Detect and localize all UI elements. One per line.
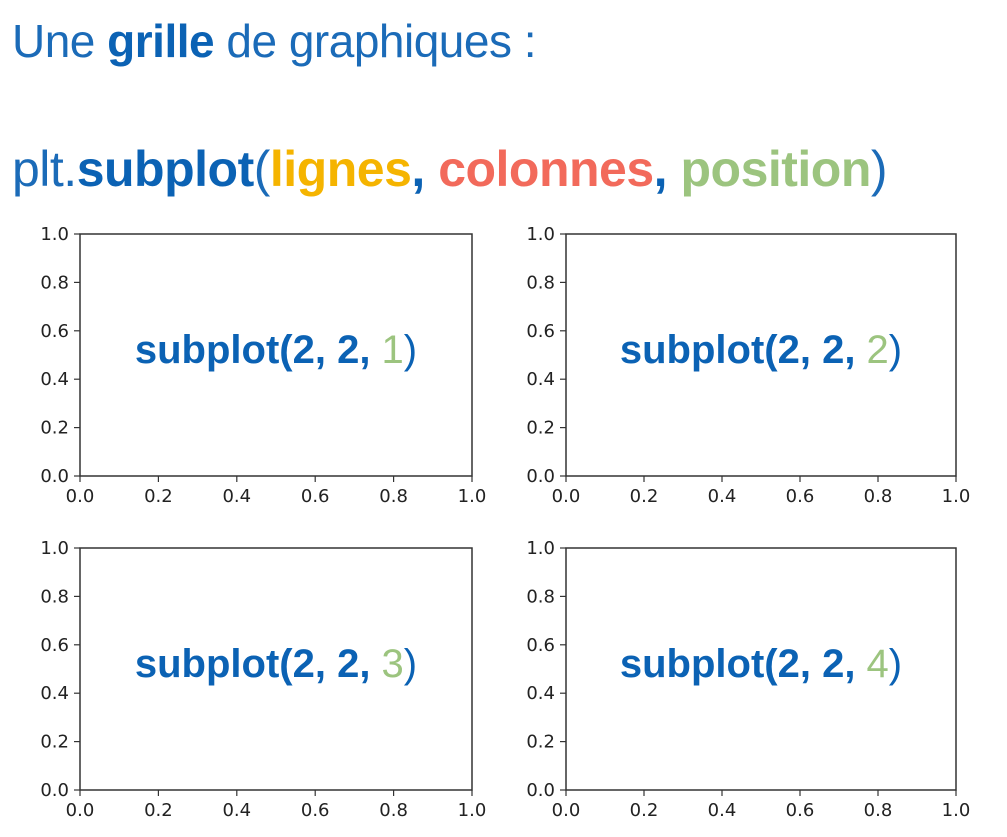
annotation-prefix: subplot(2, 2, xyxy=(620,642,867,686)
y-tick-label: 0.0 xyxy=(40,466,69,487)
y-tick-label: 0.6 xyxy=(526,635,555,656)
y-tick-label: 0.8 xyxy=(526,586,555,607)
x-tick-label: 0.6 xyxy=(786,800,815,821)
title-bold-word: grille xyxy=(107,15,215,67)
annotation-suffix: ) xyxy=(889,642,902,686)
code-arg-position: position xyxy=(680,141,871,197)
annotation-suffix: ) xyxy=(404,328,417,372)
x-tick-label: 0.4 xyxy=(222,800,251,821)
x-tick-label: 1.0 xyxy=(942,486,971,507)
x-tick-label: 0.8 xyxy=(379,486,408,507)
x-tick-label: 0.8 xyxy=(864,800,893,821)
code-open-paren: ( xyxy=(253,141,271,197)
x-tick-label: 0.4 xyxy=(708,486,737,507)
x-tick-label: 0.0 xyxy=(552,800,581,821)
subplot-syntax: plt.subplot(lignes, colonnes, position) xyxy=(12,140,888,198)
x-tick-label: 1.0 xyxy=(942,800,971,821)
annotation-position: 2 xyxy=(867,328,889,372)
x-tick-label: 0.6 xyxy=(301,486,330,507)
y-tick-label: 1.0 xyxy=(40,224,69,245)
subplot-annotation: subplot(2, 2, 1) xyxy=(135,328,417,372)
y-tick-label: 0.0 xyxy=(526,466,555,487)
subplot-4: 0.0 0.2 0.4 0.6 0.8 1.0 0.0 0.2 0.4 0.6 0.8 1.0 subp… xyxy=(526,538,970,821)
x-tick-label: 0.0 xyxy=(66,800,95,821)
annotation-position: 4 xyxy=(867,642,889,686)
y-tick-label: 0.6 xyxy=(40,635,69,656)
annotation-suffix: ) xyxy=(889,328,902,372)
subplot-2: 0.0 0.2 0.4 0.6 0.8 1.0 0.0 0.2 0.4 0.6 0.8 1.0 subp… xyxy=(526,224,970,507)
y-tick-label: 1.0 xyxy=(526,224,555,245)
code-comma-1: , xyxy=(411,141,425,197)
annotation-position: 3 xyxy=(382,642,404,686)
x-tick-label: 0.0 xyxy=(552,486,581,507)
code-prefix: plt. xyxy=(12,141,77,197)
y-tick-label: 0.2 xyxy=(40,732,69,753)
x-tick-label: 0.6 xyxy=(301,800,330,821)
x-tick-label: 0.6 xyxy=(786,486,815,507)
y-tick-label: 0.8 xyxy=(526,272,555,293)
y-tick-label: 0.0 xyxy=(40,780,69,801)
y-tick-label: 0.4 xyxy=(526,369,555,390)
y-tick-label: 0.2 xyxy=(526,732,555,753)
x-tick-label: 0.4 xyxy=(708,800,737,821)
subplot-annotation: subplot(2, 2, 2) xyxy=(620,328,902,372)
page-title: Une grille de graphiques : xyxy=(12,14,537,68)
x-tick-label: 0.2 xyxy=(144,800,173,821)
code-arg-cols: colonnes xyxy=(438,141,654,197)
y-tick-label: 1.0 xyxy=(40,538,69,559)
subplot-annotation: subplot(2, 2, 3) xyxy=(135,642,417,686)
subplot-1: 0.0 0.2 0.4 0.6 0.8 1.0 0.0 0.2 0.4 0.6 0.8 1.0 subp… xyxy=(40,224,486,507)
y-tick-label: 0.4 xyxy=(40,369,69,390)
title-text-end: de graphiques : xyxy=(214,15,537,67)
x-tick-label: 0.4 xyxy=(222,486,251,507)
code-comma-2: , xyxy=(653,141,668,197)
code-function-name: subplot xyxy=(76,141,255,197)
subplot-3: 0.0 0.2 0.4 0.6 0.8 1.0 0.0 0.2 0.4 0.6 0.8 1.0 subp… xyxy=(40,538,486,821)
code-close-paren: ) xyxy=(870,141,888,197)
y-tick-label: 1.0 xyxy=(526,538,555,559)
axes-frame xyxy=(565,547,957,791)
code-arg-rows: lignes xyxy=(269,141,412,197)
x-tick-label: 1.0 xyxy=(458,800,487,821)
x-tick-label: 0.2 xyxy=(630,800,659,821)
axes-frame xyxy=(79,547,473,791)
x-tick-label: 1.0 xyxy=(458,486,487,507)
annotation-prefix: subplot(2, 2, xyxy=(135,328,382,372)
y-tick-label: 0.8 xyxy=(40,272,69,293)
y-tick-label: 0.2 xyxy=(40,418,69,439)
y-tick-label: 0.4 xyxy=(40,683,69,704)
x-tick-label: 0.8 xyxy=(379,800,408,821)
y-tick-label: 0.6 xyxy=(40,321,69,342)
y-tick-label: 0.8 xyxy=(40,586,69,607)
x-tick-label: 0.2 xyxy=(630,486,659,507)
y-tick-label: 0.0 xyxy=(526,780,555,801)
title-text-start: Une xyxy=(12,15,108,67)
x-tick-label: 0.2 xyxy=(144,486,173,507)
axes-frame xyxy=(79,233,473,477)
y-tick-label: 0.4 xyxy=(526,683,555,704)
x-tick-label: 0.0 xyxy=(66,486,95,507)
axes-frame xyxy=(565,233,957,477)
y-tick-label: 0.6 xyxy=(526,321,555,342)
x-tick-label: 0.8 xyxy=(864,486,893,507)
annotation-position: 1 xyxy=(382,328,404,372)
annotation-suffix: ) xyxy=(404,642,417,686)
y-tick-label: 0.2 xyxy=(526,418,555,439)
annotation-prefix: subplot(2, 2, xyxy=(620,328,867,372)
subplot-annotation: subplot(2, 2, 4) xyxy=(620,642,902,686)
annotation-prefix: subplot(2, 2, xyxy=(135,642,382,686)
